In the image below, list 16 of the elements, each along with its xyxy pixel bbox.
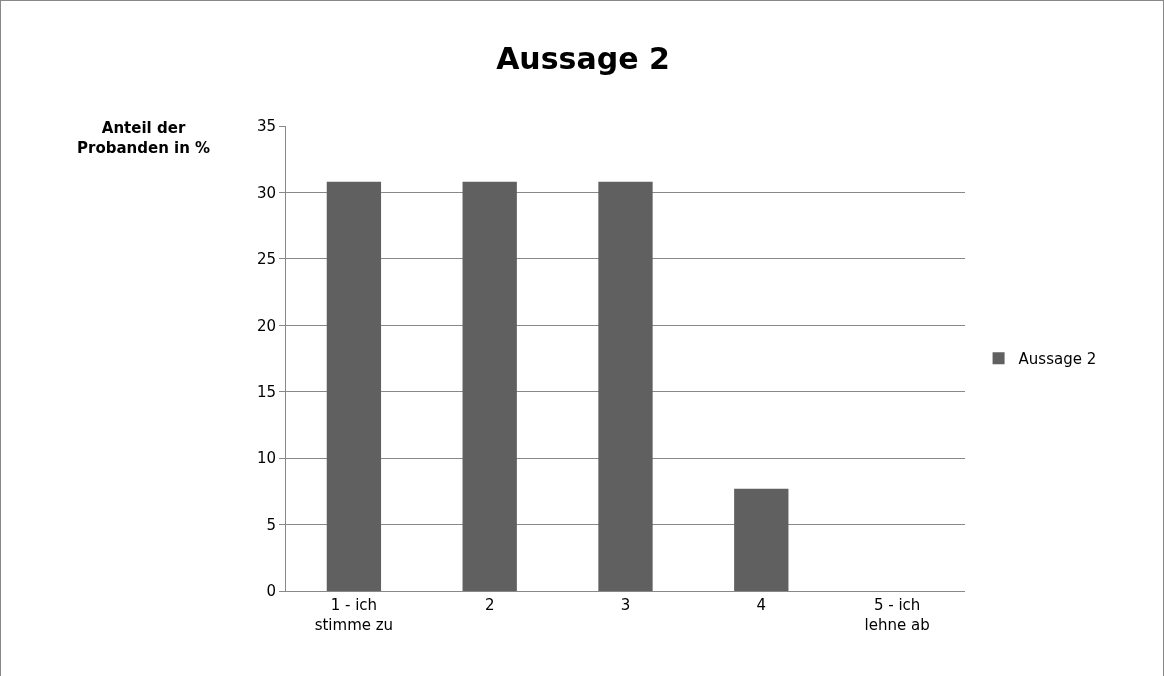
chart-title: Aussage 2 [496,41,670,77]
x-tick-label: 3 [620,596,631,614]
y-axis-title: Anteil der Probanden in % [77,119,211,157]
legend-label: Aussage 2 [1018,350,1097,369]
y-tick-label: 20 [256,316,276,335]
x-tick-label: 1 - ich stimme zu [314,596,394,634]
y-tick-label: 0 [266,582,276,601]
x-tick-label: 2 [484,596,495,614]
x-tick-label: 5 - ich lehne ab [864,596,930,634]
y-tick-label: 5 [266,515,276,534]
y-tick-label: 25 [256,250,276,269]
y-tick-label: 30 [256,183,276,202]
y-tick-label: 15 [256,382,276,401]
x-tick-label: 4 [756,596,767,614]
y-tick-label: 35 [256,117,276,136]
y-tick-label: 10 [256,449,276,468]
